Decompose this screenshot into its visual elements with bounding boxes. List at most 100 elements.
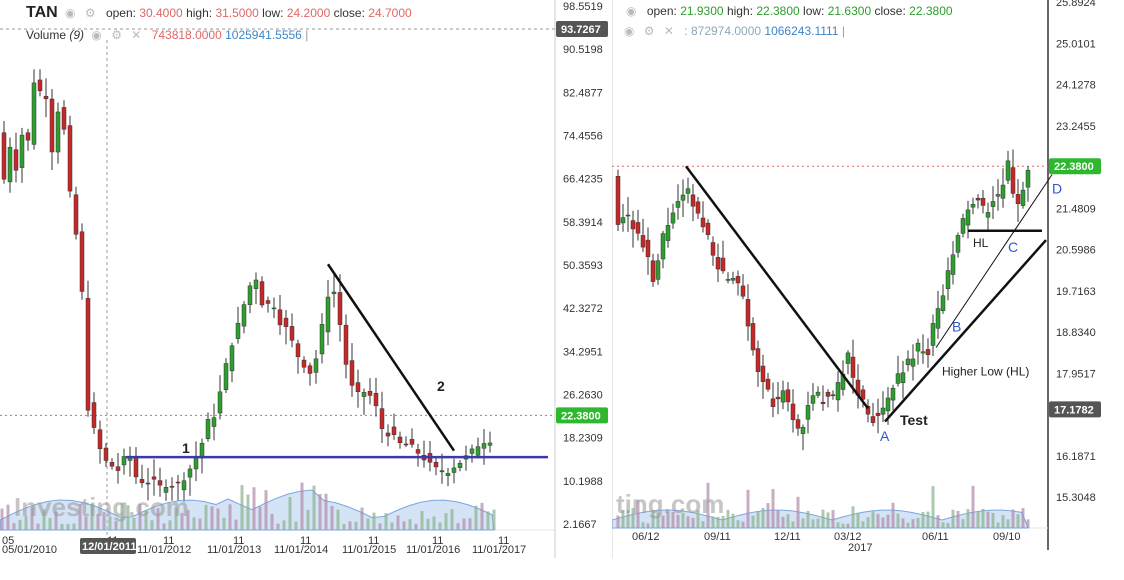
left-close-value: 24.7000	[368, 6, 412, 20]
left-volume-bar	[54, 511, 58, 530]
right-candle-body	[895, 373, 901, 384]
left-visibility-icons[interactable]: ◉ ⚙	[65, 6, 99, 20]
left-candle-body	[433, 461, 439, 468]
left-volume-bar	[492, 509, 496, 530]
left-volume-bar	[6, 504, 10, 530]
right-volume-bar	[916, 518, 920, 528]
right-candle-body	[885, 397, 891, 412]
left-candle-body	[391, 426, 397, 435]
left-volume-v2: 1025941.5556	[225, 28, 302, 42]
left-candle-body	[31, 82, 37, 145]
left-y-tick-label: 90.5198	[563, 44, 603, 56]
right-open-label: open:	[646, 4, 677, 18]
right-candle-body	[695, 201, 701, 214]
left-volume-bar	[306, 509, 310, 530]
left-volume-bar	[198, 518, 202, 530]
right-volume-bar	[821, 509, 825, 528]
left-symbol[interactable]: TAN	[26, 4, 58, 21]
right-volume-bar	[676, 514, 680, 528]
right-volume-bar	[721, 515, 725, 528]
right-volume-bar	[851, 506, 855, 528]
right-candle-body	[625, 214, 631, 217]
left-candle-body	[229, 345, 235, 372]
left-volume-bar	[414, 523, 418, 530]
right-candle-body	[835, 382, 841, 401]
left-volume-bar	[228, 504, 232, 530]
left-volume-bar	[84, 516, 88, 530]
left-y-tick-label: 66.4235	[563, 174, 603, 186]
left-volume-label[interactable]: Volume	[26, 28, 67, 42]
left-candle-body	[193, 457, 199, 470]
left-candle-body	[157, 480, 163, 486]
right-candle-body	[765, 378, 771, 390]
right-annotation-B: B	[952, 318, 961, 334]
right-chart-svg[interactable]: 25.8924 25.0101 24.1278 23.2455 21.4809 20.59…	[612, 0, 1124, 580]
right-annotation-test: Test	[900, 412, 928, 428]
right-y-tick-label: 17.9517	[1056, 368, 1096, 380]
left-close-label: close:	[333, 6, 365, 20]
left-high-value: 31.5000	[215, 6, 259, 20]
right-higher-low-trendline	[884, 239, 1047, 423]
left-volume-bar	[210, 506, 214, 530]
left-volume-bar	[78, 504, 82, 530]
left-candle-body	[85, 298, 91, 411]
left-candle-body	[331, 291, 337, 295]
left-y-tick-label: 74.4556	[563, 131, 603, 143]
right-volume-bar	[621, 509, 625, 528]
left-candle-body	[121, 456, 127, 466]
right-candle-body	[825, 391, 831, 397]
left-volume-bar	[444, 513, 448, 530]
left-annotation-2: 2	[437, 378, 445, 394]
left-volume-header: Volume (9) ◉ ⚙ ✕ 743818.0000 1025941.555…	[26, 28, 309, 42]
right-volume-bar	[911, 519, 915, 528]
left-candle-body	[469, 448, 475, 454]
left-candle-body	[187, 468, 193, 478]
right-candle-body	[730, 278, 736, 281]
right-volume-bar	[636, 499, 640, 528]
left-candle-body	[445, 473, 451, 476]
left-x-tick-bottom: 11/01/2016	[406, 544, 460, 556]
right-candle-body	[865, 406, 871, 415]
right-candle-body	[915, 342, 921, 352]
right-volume-bar	[891, 502, 895, 528]
right-volume-bar	[881, 517, 885, 528]
right-candle-body	[690, 194, 696, 207]
left-volume-bar	[294, 521, 298, 530]
right-candle-body	[850, 356, 856, 378]
right-candle-body	[775, 396, 781, 400]
left-volume-icons[interactable]: ◉ ⚙ ✕	[91, 28, 145, 42]
left-candle-body	[319, 324, 325, 355]
left-volume-bar	[480, 502, 484, 530]
right-candle-body	[780, 390, 786, 403]
left-volume-bar	[324, 493, 328, 530]
right-volume-bar	[1026, 519, 1030, 528]
right-y-tick-label: 24.1278	[1056, 80, 1096, 92]
left-y-tick-label: 2.1667	[563, 519, 597, 531]
right-header: ◉ open: 21.9300 high: 22.3800 low: 21.63…	[626, 4, 953, 18]
left-chart-svg[interactable]: 98.5519 90.5198 82.4877 74.4556 66.4235 58.39…	[0, 0, 612, 580]
right-candle-body	[900, 372, 906, 383]
right-visibility-icons[interactable]: ◉	[626, 4, 640, 18]
right-volume-bar	[616, 515, 620, 528]
right-candle-body	[645, 239, 651, 257]
right-volume-bar	[786, 514, 790, 528]
right-volume-bar	[646, 523, 650, 528]
left-volume-bar	[192, 517, 196, 530]
left-trend-line	[326, 263, 456, 452]
right-x-tick-label: 09/10	[993, 531, 1021, 543]
left-volume-bar	[396, 515, 400, 530]
left-candle-body	[223, 363, 229, 390]
right-volume-icons[interactable]: ◉ ⚙ ✕	[624, 24, 677, 38]
right-volume-bar	[856, 512, 860, 528]
right-x-year-label: 2017	[848, 542, 872, 554]
right-annotation-C: C	[1008, 239, 1018, 255]
right-volume-bar	[961, 519, 965, 528]
right-volume-bar	[931, 486, 935, 528]
left-volume-bar	[456, 523, 460, 530]
right-candle-body	[890, 387, 896, 401]
right-volume-bar	[731, 513, 735, 528]
right-candle-body	[685, 188, 691, 194]
right-volume-v1: 872974.0000	[690, 24, 762, 38]
left-candle-body	[145, 482, 151, 485]
right-candle-body	[800, 427, 806, 434]
